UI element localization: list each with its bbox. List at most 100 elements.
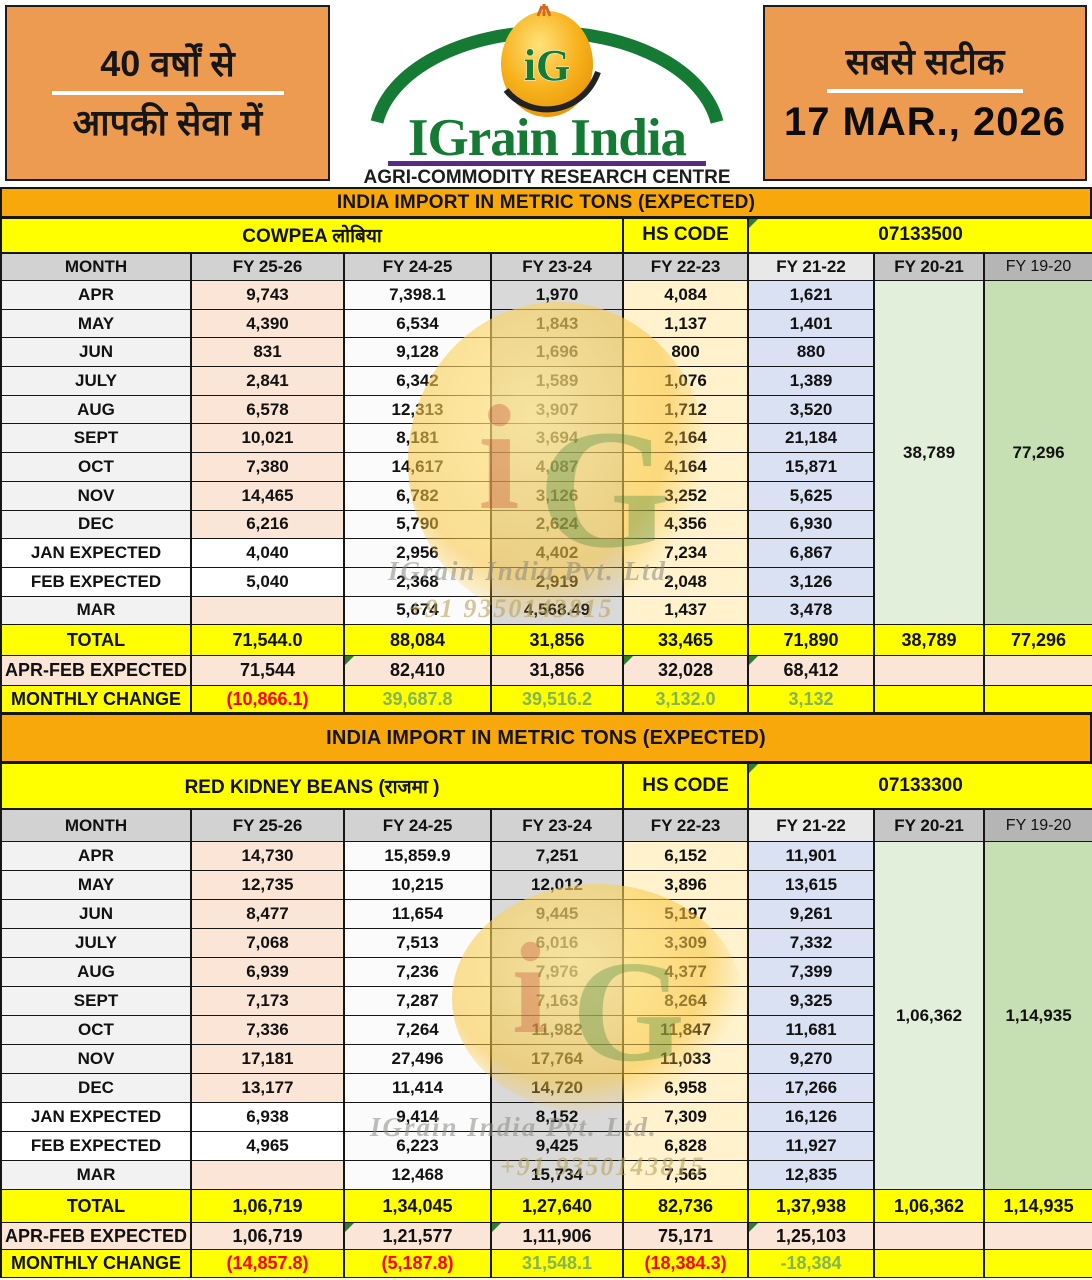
value-cell: 6,939 [190, 957, 345, 988]
table-row: APR 9,743 7,398.1 1,970 4,084 1,621 38,789 77,2… [0, 279, 1092, 626]
total-value: 1,37,938 [747, 1189, 876, 1224]
column-header-row: MONTH FY 25-26 FY 24-25 FY 23-24 FY 22-23 FY … [0, 252, 1092, 281]
value-cell: 7,398.1 [343, 280, 492, 310]
value-cell: 7,565 [622, 1160, 750, 1191]
hs-code-value: 07133500 [747, 218, 1092, 254]
total-value: 1,14,935 [983, 1189, 1092, 1224]
hs-code-label: HS CODE [622, 763, 750, 810]
value-cell: 7,287 [343, 986, 492, 1017]
table1-title: INDIA IMPORT IN METRIC TONS (EXPECTED) [0, 187, 1092, 218]
value-cell: 7,332 [747, 928, 876, 959]
value-cell: 4,356 [622, 509, 750, 540]
product-name: COWPEA लोबिया [0, 218, 625, 254]
apr-feb-value: 68,412 [747, 655, 876, 687]
month-cell: JULY [0, 366, 192, 396]
value-cell: 15,859.9 [343, 841, 492, 872]
monthly-change-value: (14,857.8) [190, 1249, 345, 1279]
total-value: 71,890 [747, 624, 876, 657]
value-cell: 11,927 [747, 1131, 876, 1162]
value-cell: 16,126 [747, 1102, 876, 1133]
logo-grain-icon [501, 11, 593, 117]
value-cell: 2,841 [190, 366, 345, 396]
value-cell: 4,377 [622, 957, 750, 988]
value-cell: 1,401 [747, 308, 876, 339]
logo-panel: iG IGrain India AGRI-COMMODITY RESEARCH … [330, 0, 763, 187]
value-cell: 4,087 [489, 452, 625, 482]
apr-feb-value: 71,544 [190, 655, 345, 687]
product-name: RED KIDNEY BEANS (राजमा ) [0, 763, 625, 810]
table-row: APR 14,730 15,859.9 7,251 6,152 11,901 1,06,36… [0, 841, 1092, 1191]
value-cell: 6,930 [747, 509, 876, 540]
apr-feb-value: 32,028 [622, 655, 750, 687]
value-cell: 4,084 [622, 280, 750, 310]
import-table: COWPEA लोबिया HS CODE 07133500 MONTH FY 25-2… [0, 218, 1092, 714]
total-label: TOTAL [0, 1189, 192, 1224]
month-cell: MAR [0, 1160, 192, 1191]
month-cell: FEB EXPECTED [0, 1131, 192, 1162]
month-cell: NOV [0, 1044, 192, 1075]
value-cell: 3,896 [622, 870, 750, 901]
value-cell: 800 [622, 337, 750, 368]
value-cell: 6,534 [343, 308, 492, 339]
value-cell: 11,847 [622, 1015, 750, 1046]
column-header-row: MONTH FY 25-26 FY 24-25 FY 23-24 FY 22-23 FY … [0, 808, 1092, 843]
value-cell: 1,970 [489, 280, 625, 310]
value-cell: 17,266 [747, 1073, 876, 1104]
value-cell: 11,901 [747, 841, 876, 872]
value-cell: 8,152 [489, 1102, 625, 1133]
logo-title: IGrain India [408, 109, 687, 167]
value-cell: 14,720 [489, 1073, 625, 1104]
month-cell: JAN EXPECTED [0, 1102, 192, 1133]
value-cell: 9,445 [489, 899, 625, 930]
monthly-change-value [873, 685, 986, 714]
value-cell: 8,181 [343, 423, 492, 454]
value-cell: 4,402 [489, 538, 625, 568]
value-cell: 7,336 [190, 1015, 345, 1046]
value-cell: 7,399 [747, 957, 876, 988]
value-cell: 6,578 [190, 394, 345, 425]
value-cell: 7,068 [190, 928, 345, 959]
value-cell: 10,215 [343, 870, 492, 901]
month-cell: FEB EXPECTED [0, 566, 192, 597]
tagline-accurate: सबसे सटीक [845, 40, 1005, 82]
value-cell: 6,223 [343, 1131, 492, 1162]
value-cell: 1,389 [747, 366, 876, 396]
monthly-change-value: 39,687.8 [343, 685, 492, 714]
value-cell: 14,730 [190, 841, 345, 872]
header-left-panel: 40 वर्षों से आपकी सेवा में [5, 5, 330, 181]
value-cell: 5,040 [190, 566, 345, 597]
page-header: 40 वर्षों से आपकी सेवा में iG IGrain Ind… [0, 0, 1092, 187]
column-header: FY 20-21 [873, 808, 986, 843]
column-header: FY 22-23 [622, 808, 750, 843]
column-header: FY 24-25 [343, 808, 492, 843]
hs-code-label: HS CODE [622, 218, 750, 254]
column-header: FY 22-23 [622, 252, 750, 281]
monthly-change-value: -18,384 [747, 1249, 876, 1279]
monthly-change-value: (10,866.1) [190, 685, 345, 714]
igrain-logo-icon: iG IGrain India AGRI-COMMODITY RESEARCH … [364, 4, 731, 187]
tagline-years: 40 वर्षों से [100, 42, 235, 84]
month-cell: APR [0, 841, 192, 872]
value-cell: 14,465 [190, 480, 345, 511]
value-cell: 12,468 [343, 1160, 492, 1191]
value-cell: 1,076 [622, 366, 750, 396]
value-cell: 12,735 [190, 870, 345, 901]
value-cell: 4,965 [190, 1131, 345, 1162]
apr-feb-label: APR-FEB EXPECTED [0, 1222, 192, 1251]
value-cell: 3,694 [489, 423, 625, 454]
month-cell: DEC [0, 509, 192, 540]
apr-feb-value: 1,21,577 [343, 1222, 492, 1251]
monthly-change-value: (18,384.3) [622, 1249, 750, 1279]
value-cell: 3,907 [489, 394, 625, 425]
monthly-change-value: 39,516.2 [489, 685, 625, 714]
divider [827, 89, 1023, 94]
column-header: MONTH [0, 808, 192, 843]
monthly-change-value: (5,187.8) [343, 1249, 492, 1279]
month-cell: DEC [0, 1073, 192, 1104]
value-cell: 5,790 [343, 509, 492, 540]
month-cell: APR [0, 280, 192, 310]
monthly-change-label: MONTHLY CHANGE [0, 1249, 192, 1279]
total-value: 88,084 [343, 624, 492, 657]
logo-underline [388, 161, 706, 166]
value-cell: 6,958 [622, 1073, 750, 1104]
